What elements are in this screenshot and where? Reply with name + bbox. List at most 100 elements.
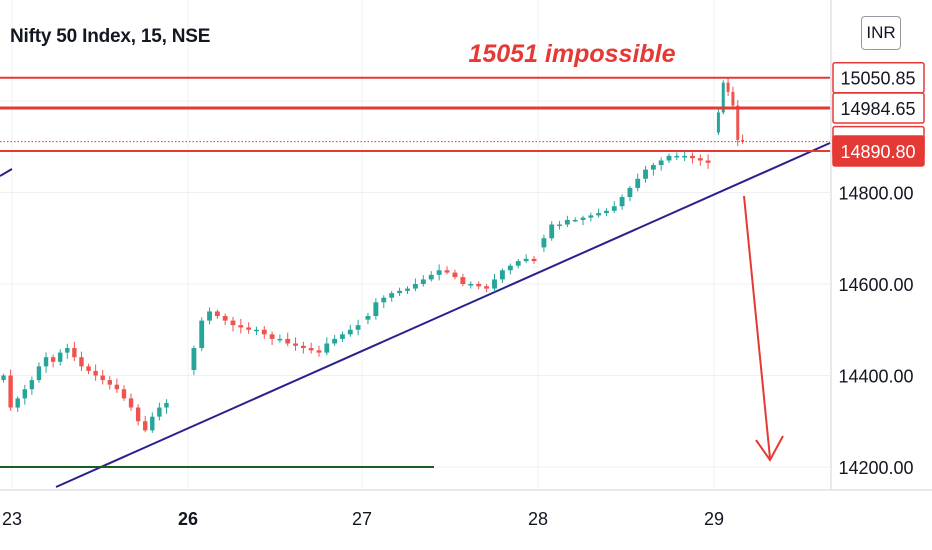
candle[interactable] xyxy=(8,369,13,411)
candle[interactable] xyxy=(674,152,680,161)
candle[interactable] xyxy=(100,369,105,385)
candle[interactable] xyxy=(682,151,688,162)
candle[interactable] xyxy=(420,275,426,287)
candle[interactable] xyxy=(128,393,134,411)
candle[interactable] xyxy=(86,363,91,375)
price-axis[interactable]: 14200.00 14400.00 14600.00 14800.00 15050.85… xyxy=(0,0,932,491)
candle[interactable] xyxy=(308,342,314,354)
candle[interactable] xyxy=(246,322,252,334)
candle[interactable] xyxy=(604,208,609,217)
price-tag[interactable]: 14984.65 xyxy=(832,92,925,124)
candle[interactable] xyxy=(405,286,410,295)
candle[interactable] xyxy=(557,221,562,230)
candle[interactable] xyxy=(588,212,594,222)
candle[interactable] xyxy=(347,324,353,337)
candle[interactable] xyxy=(114,378,120,393)
candle[interactable] xyxy=(731,86,735,109)
candle[interactable] xyxy=(412,278,418,292)
candle[interactable] xyxy=(254,326,259,336)
candle[interactable] xyxy=(705,154,711,169)
candle[interactable] xyxy=(300,341,306,354)
candle[interactable] xyxy=(436,264,442,281)
candle[interactable] xyxy=(389,290,395,302)
candle[interactable] xyxy=(428,271,434,282)
candle[interactable] xyxy=(29,376,35,395)
candle[interactable] xyxy=(191,345,197,376)
candle[interactable] xyxy=(697,154,703,166)
candle[interactable] xyxy=(484,284,490,293)
candle[interactable] xyxy=(596,208,602,218)
candle[interactable] xyxy=(65,343,70,359)
candle[interactable] xyxy=(340,331,345,343)
candle[interactable] xyxy=(293,337,298,351)
ascending-trendline[interactable] xyxy=(55,142,831,488)
candle[interactable] xyxy=(549,221,555,241)
candle[interactable] xyxy=(143,415,148,433)
candle[interactable] xyxy=(93,364,98,381)
candle[interactable] xyxy=(580,215,586,226)
price-tag[interactable]: 15050.85 xyxy=(832,61,925,94)
candle[interactable] xyxy=(690,152,695,164)
candle[interactable] xyxy=(22,384,27,405)
candle[interactable] xyxy=(643,165,648,183)
candle[interactable] xyxy=(627,185,633,202)
candle[interactable] xyxy=(355,319,361,336)
candle[interactable] xyxy=(207,307,212,325)
candle[interactable] xyxy=(373,298,379,320)
candle[interactable] xyxy=(523,254,529,264)
candle[interactable] xyxy=(572,217,578,222)
candle[interactable] xyxy=(332,334,338,346)
candle[interactable] xyxy=(58,349,63,366)
candle[interactable] xyxy=(36,362,42,383)
candle[interactable] xyxy=(492,273,497,292)
candle[interactable] xyxy=(261,326,267,339)
candle[interactable] xyxy=(157,402,162,421)
candle[interactable] xyxy=(365,312,371,325)
candle[interactable] xyxy=(564,215,570,228)
horizontal-lines[interactable] xyxy=(0,76,830,468)
candle[interactable] xyxy=(72,341,77,362)
candle[interactable] xyxy=(658,157,664,171)
candle[interactable] xyxy=(269,331,275,346)
candle[interactable] xyxy=(726,78,730,96)
candle[interactable] xyxy=(716,106,720,136)
candle[interactable] xyxy=(397,287,403,297)
candle[interactable] xyxy=(121,385,127,401)
candle[interactable] xyxy=(43,352,49,373)
candle[interactable] xyxy=(619,194,625,210)
price-tag[interactable]: 14890.80 xyxy=(832,135,925,167)
candle[interactable] xyxy=(230,316,236,332)
candle[interactable] xyxy=(222,313,228,326)
candle[interactable] xyxy=(476,281,482,290)
candle[interactable] xyxy=(381,295,387,309)
candle[interactable] xyxy=(277,334,283,343)
candle[interactable] xyxy=(531,255,537,264)
candle[interactable] xyxy=(285,332,291,347)
candle[interactable] xyxy=(515,258,521,269)
time-axis[interactable]: 23 26 27 28 29 xyxy=(2,509,724,529)
candle[interactable] xyxy=(15,396,20,412)
candle[interactable] xyxy=(460,273,466,287)
candle[interactable] xyxy=(541,234,547,252)
candle[interactable] xyxy=(316,345,322,357)
candles[interactable] xyxy=(1,78,745,433)
currency-button[interactable]: INR xyxy=(861,16,901,50)
trendlines[interactable] xyxy=(0,142,831,488)
candle[interactable] xyxy=(107,376,112,390)
candle[interactable] xyxy=(199,317,205,352)
candle[interactable] xyxy=(214,309,220,319)
candle[interactable] xyxy=(452,269,458,280)
candle[interactable] xyxy=(164,399,169,414)
candle[interactable] xyxy=(741,134,745,144)
candle[interactable] xyxy=(666,153,672,163)
candle[interactable] xyxy=(468,281,474,289)
candle[interactable] xyxy=(444,266,450,275)
candle[interactable] xyxy=(79,351,84,372)
candle[interactable] xyxy=(635,173,641,192)
candle[interactable] xyxy=(650,162,656,176)
candle[interactable] xyxy=(507,263,513,275)
prior-trendline[interactable] xyxy=(0,168,13,177)
candle[interactable] xyxy=(1,373,6,383)
candle[interactable] xyxy=(499,268,505,283)
